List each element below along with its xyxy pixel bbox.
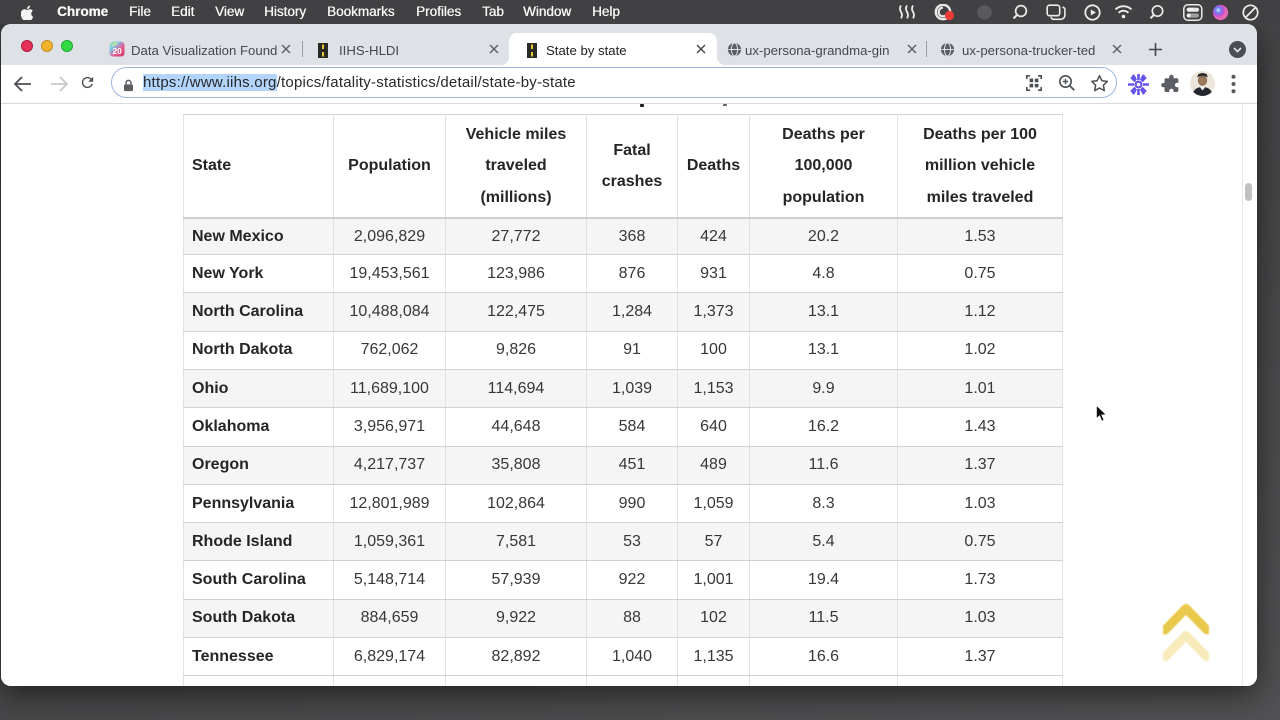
svg-text:20: 20: [112, 46, 122, 56]
